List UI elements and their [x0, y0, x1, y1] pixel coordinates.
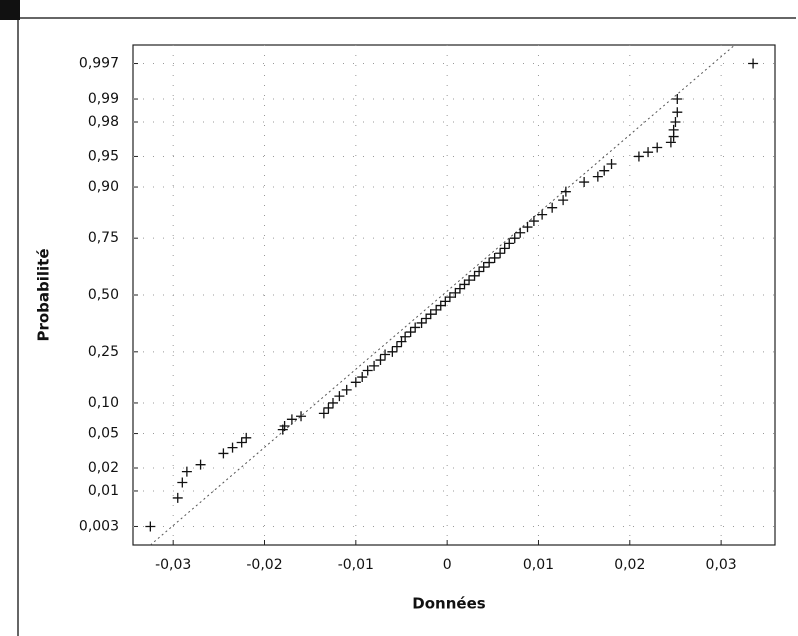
y-tick-label: 0,90	[88, 179, 119, 195]
frame	[17, 17, 796, 636]
data-point	[592, 171, 603, 182]
data-point	[350, 377, 361, 388]
data-point	[431, 304, 442, 315]
data-point	[323, 402, 334, 413]
reference-line	[150, 44, 736, 546]
data-point	[421, 313, 432, 324]
data-point	[357, 372, 368, 383]
data-point	[672, 107, 683, 118]
data-point	[665, 137, 676, 148]
data-point	[435, 300, 446, 311]
y-tick-label: 0,95	[88, 148, 119, 164]
y-tick-label: 0,997	[79, 56, 119, 72]
x-tick-label: 0	[443, 557, 452, 573]
data-point	[286, 414, 297, 425]
plot-frame	[132, 44, 776, 546]
data-point	[318, 408, 329, 419]
data-point	[652, 142, 663, 153]
x-tick-label: 0,02	[614, 557, 645, 573]
y-tick-label: 0,01	[88, 483, 119, 499]
data-point	[362, 365, 373, 376]
data-point	[405, 327, 416, 338]
y-tick-label: 0,003	[79, 518, 119, 534]
data-point	[380, 349, 391, 360]
data-point	[484, 257, 495, 268]
data-point	[387, 346, 398, 357]
data-point	[504, 238, 515, 249]
data-point	[327, 397, 338, 408]
data-point	[499, 243, 510, 254]
data-point	[177, 477, 188, 488]
data-point	[489, 252, 500, 263]
data-point	[391, 341, 402, 352]
y-tick-label: 0,05	[88, 426, 119, 442]
data-point	[236, 437, 247, 448]
data-point	[416, 317, 427, 328]
data-point	[599, 165, 610, 176]
data-point	[509, 233, 520, 244]
data-point	[668, 124, 679, 135]
y-tick-label: 0,75	[88, 230, 119, 246]
x-axis-label: Données	[412, 595, 485, 613]
data-point	[606, 159, 617, 170]
data-point	[528, 216, 539, 227]
data-point	[145, 521, 156, 532]
y-tick-label: 0,50	[88, 287, 119, 303]
corner-mark	[0, 0, 20, 20]
data-point	[522, 222, 533, 233]
y-tick-label: 0,25	[88, 344, 119, 360]
x-tick-label: -0,02	[246, 557, 282, 573]
data-point	[425, 309, 436, 320]
data-point	[172, 492, 183, 503]
data-point	[643, 147, 654, 158]
y-tick-label: 0,99	[88, 91, 119, 107]
data-point	[241, 432, 252, 443]
data-point	[440, 296, 451, 307]
data-point	[444, 292, 455, 303]
data-point	[195, 459, 206, 470]
data-point	[495, 248, 506, 259]
data-point	[748, 58, 759, 69]
data-point	[218, 448, 229, 459]
data-point	[579, 177, 590, 188]
data-point	[334, 391, 345, 402]
data-point	[296, 411, 307, 422]
x-tick-label: -0,01	[338, 557, 374, 573]
data-point	[560, 186, 571, 197]
data-point	[672, 94, 683, 105]
data-point	[537, 209, 548, 220]
data-point	[369, 360, 380, 371]
data-point	[670, 116, 681, 127]
data-point	[478, 262, 489, 273]
data-point	[450, 287, 461, 298]
data-point	[459, 279, 470, 290]
x-tick-label: -0,03	[155, 557, 191, 573]
data-point	[279, 420, 290, 431]
x-tick-label: 0,01	[523, 557, 554, 573]
data-point	[515, 227, 526, 238]
data-point	[469, 270, 480, 281]
data-point	[400, 331, 411, 342]
y-tick-label: 0,02	[88, 460, 119, 476]
y-tick-label: 0,98	[88, 114, 119, 130]
data-point	[410, 322, 421, 333]
data-point	[547, 202, 558, 213]
data-point	[464, 275, 475, 286]
y-tick-label: 0,10	[88, 395, 119, 411]
x-tick-label: 0,03	[706, 557, 737, 573]
data-point	[633, 151, 644, 162]
y-axis-label: Probabilité	[35, 248, 53, 341]
data-point	[558, 195, 569, 206]
data-point	[454, 283, 465, 294]
data-point	[341, 384, 352, 395]
data-point	[375, 355, 386, 366]
data-point	[181, 466, 192, 477]
data-point	[474, 266, 485, 277]
data-point	[227, 442, 238, 453]
